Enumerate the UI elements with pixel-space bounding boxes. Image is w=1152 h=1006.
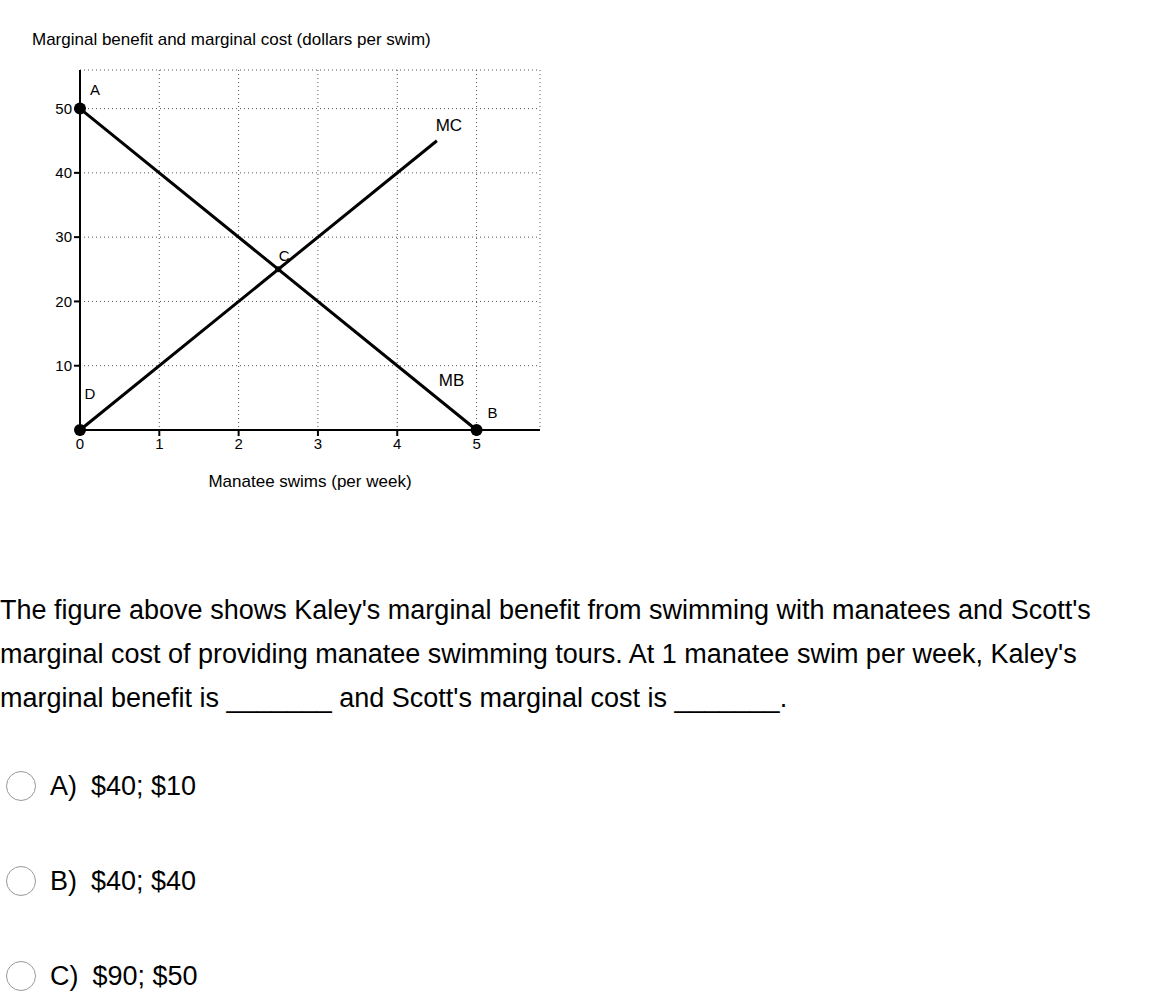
html-text:$40; $40: $40; $40 bbox=[91, 865, 197, 896]
html-text:C): C) bbox=[50, 960, 79, 991]
svg-text:B: B bbox=[488, 404, 498, 421]
svg-text:0: 0 bbox=[76, 435, 84, 452]
svg-text:3: 3 bbox=[314, 435, 322, 452]
svg-text:5: 5 bbox=[472, 435, 480, 452]
html-text:A): A) bbox=[50, 770, 77, 801]
svg-text:A: A bbox=[90, 81, 100, 98]
svg-text:2: 2 bbox=[234, 435, 242, 452]
svg-text:40: 40 bbox=[55, 164, 72, 181]
svg-text:10: 10 bbox=[55, 357, 72, 374]
html-text:B): B) bbox=[50, 865, 77, 896]
html-text:Marginal benefit and marginal: Marginal benefit and marginal cost (doll… bbox=[32, 30, 431, 49]
html-text:The figure above shows Kaley's: The figure above shows Kaley's marginal … bbox=[0, 595, 1091, 713]
svg-text:MB: MB bbox=[439, 371, 465, 390]
svg-text:20: 20 bbox=[55, 293, 72, 310]
svg-text:30: 30 bbox=[55, 228, 72, 245]
svg-text:D: D bbox=[85, 385, 96, 402]
svg-text:4: 4 bbox=[393, 435, 401, 452]
html-text:$40; $10: $40; $10 bbox=[91, 770, 197, 801]
svg-text:MC: MC bbox=[436, 116, 462, 135]
svg-text:Manatee swims (per week): Manatee swims (per week) bbox=[208, 472, 411, 491]
html-text:$90; $50: $90; $50 bbox=[92, 960, 198, 991]
svg-text:50: 50 bbox=[55, 100, 72, 117]
svg-text:1: 1 bbox=[155, 435, 163, 452]
svg-text:C: C bbox=[279, 247, 290, 264]
